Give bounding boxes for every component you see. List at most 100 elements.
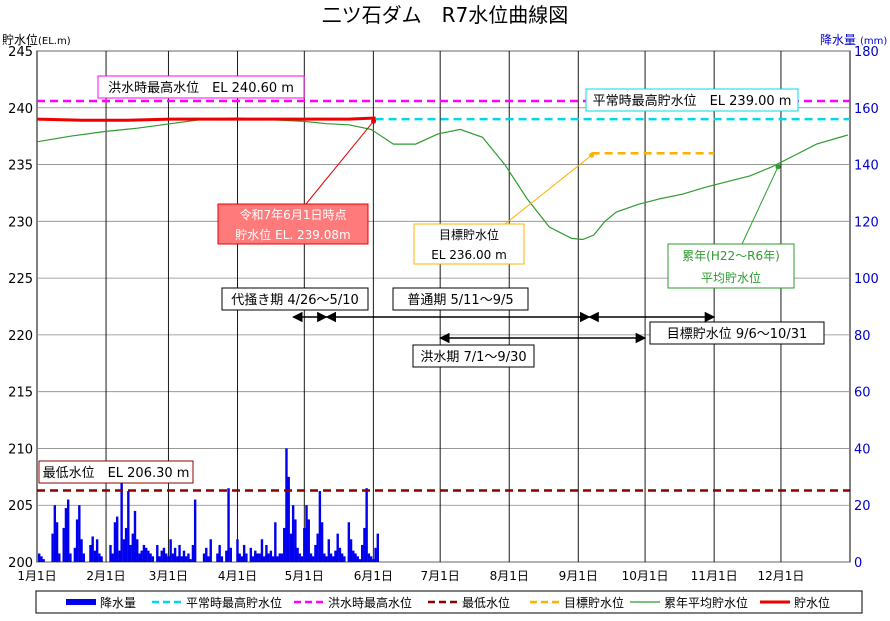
y-right-tick: 120: [854, 215, 879, 230]
avg-pointer-head: [775, 164, 781, 170]
legend-label: 平常時最高貯水位: [186, 595, 282, 610]
rain-bar: [69, 553, 72, 562]
y-right-tick: 180: [854, 45, 879, 60]
normal-max-annot-text: 平常時最高貯水位 EL 239.00 m: [593, 93, 792, 109]
rain-bar: [354, 553, 357, 562]
rain-bar: [158, 556, 161, 562]
rain-bar: [336, 533, 339, 562]
period-label-target-text: 目標貯水位 9/6〜10/31: [667, 327, 808, 342]
rain-bar: [98, 553, 101, 562]
legend: 降水量 平常時最高貯水位 洪水時最高水位 最低水位 目標貯水位 累年平均貯水位 貯水位: [35, 590, 863, 614]
period-label-target-box: [649, 321, 825, 345]
rain-bar: [156, 544, 159, 562]
rain-bar: [185, 556, 188, 562]
normal-max-annot-box: [585, 88, 799, 112]
rain-bar: [338, 547, 342, 562]
y-right-tick: 40: [854, 442, 871, 457]
chart-title: 二ツ石ダム R7水位曲線図: [322, 3, 569, 27]
rain-bar: [347, 522, 351, 562]
legend-label: 累年平均貯水位: [664, 595, 748, 610]
x-tick-label: 7月1日: [421, 569, 460, 583]
rain-bar: [334, 550, 337, 562]
rain-bar: [314, 544, 317, 562]
rain-bar: [193, 499, 197, 562]
rain-bar: [182, 550, 186, 562]
rain-bar: [236, 539, 239, 562]
rain-bar: [216, 553, 219, 562]
rain-bar: [80, 539, 83, 562]
y-left-tick: 215: [8, 386, 33, 401]
legend-label: 貯水位: [794, 595, 830, 610]
rain-bar: [136, 539, 139, 562]
rain-bar: [140, 550, 143, 562]
target-annot-text: 目標貯水位: [439, 227, 499, 242]
legend-label: 降水量: [100, 596, 136, 610]
y-right-tick: 20: [854, 499, 871, 514]
rain-bar: [267, 553, 270, 562]
y-right-tick: 160: [854, 102, 879, 117]
rain-bar: [144, 547, 148, 562]
flood-max-annot-box: [97, 75, 305, 99]
rain-bar: [89, 544, 92, 562]
x-tick-label: 2月1日: [86, 569, 125, 583]
rain-bar: [176, 556, 179, 562]
y-left-tick: 205: [8, 499, 33, 514]
period-arrows: [292, 311, 716, 344]
period-label-shiro-box: [221, 287, 369, 311]
rain-bar: [53, 505, 57, 562]
rain-bar: [149, 553, 152, 562]
current-pointer: [305, 120, 374, 205]
rain-bar: [274, 522, 277, 562]
rain-bar: [294, 519, 297, 562]
rain-bar: [220, 556, 224, 562]
x-tick-label: 1月1日: [17, 569, 56, 583]
legend-label: 洪水時最高水位: [328, 595, 412, 610]
rain-bar: [73, 547, 77, 562]
rain-bar: [358, 559, 362, 562]
rain-bar: [287, 476, 290, 562]
rain-bar: [372, 559, 375, 562]
rain-bar: [151, 556, 155, 562]
rain-bar: [242, 544, 246, 562]
avg-annot-text: 累年(H22〜R6年): [682, 249, 780, 263]
rain-bar: [64, 508, 68, 562]
y-right-tick: 0: [854, 556, 862, 571]
current-level-annot-text: 貯水位 EL. 239.08m: [235, 227, 350, 242]
rain-bar: [309, 553, 313, 562]
rain-bar: [374, 547, 377, 562]
rain-bar: [271, 556, 275, 562]
rain-bar: [316, 533, 319, 562]
target-pointer: [504, 154, 592, 225]
rain-bar: [95, 539, 99, 562]
avg-annot-box: [667, 243, 795, 289]
rain-bar: [343, 556, 346, 562]
rain-bar: [262, 556, 266, 562]
rain-bar: [323, 553, 326, 562]
min-level-annot-text: 最低水位 EL 206.30 m: [43, 466, 190, 481]
x-tick-label: 5月1日: [285, 569, 324, 583]
rain-bar: [218, 544, 221, 562]
x-tick-label: 10月1日: [622, 569, 669, 583]
period-label-flood-box: [412, 344, 535, 368]
legend-label: 目標貯水位: [564, 595, 624, 610]
rain-bar: [171, 553, 175, 562]
rain-bar: [367, 553, 371, 562]
rain-bar: [251, 556, 255, 562]
rain-bar: [376, 533, 379, 562]
rain-bar: [260, 539, 264, 562]
x-tick-label: 8月1日: [490, 569, 529, 583]
rain-bar: [129, 544, 132, 562]
rain-bar: [254, 550, 257, 562]
rain-bar: [187, 553, 190, 562]
target-annot-text: EL 236.00 m: [431, 248, 507, 262]
y-left-tick: 220: [8, 329, 33, 344]
rain-bar: [173, 547, 177, 562]
legend-swatch: [66, 599, 96, 605]
y-right-tick: 140: [854, 159, 879, 174]
rain-bar: [191, 544, 195, 562]
rain-bar: [162, 547, 166, 562]
y-left-label: 貯水位: [2, 32, 38, 47]
rain-bar: [258, 553, 261, 562]
rain-bar: [38, 553, 41, 562]
rain-bar: [147, 550, 150, 562]
